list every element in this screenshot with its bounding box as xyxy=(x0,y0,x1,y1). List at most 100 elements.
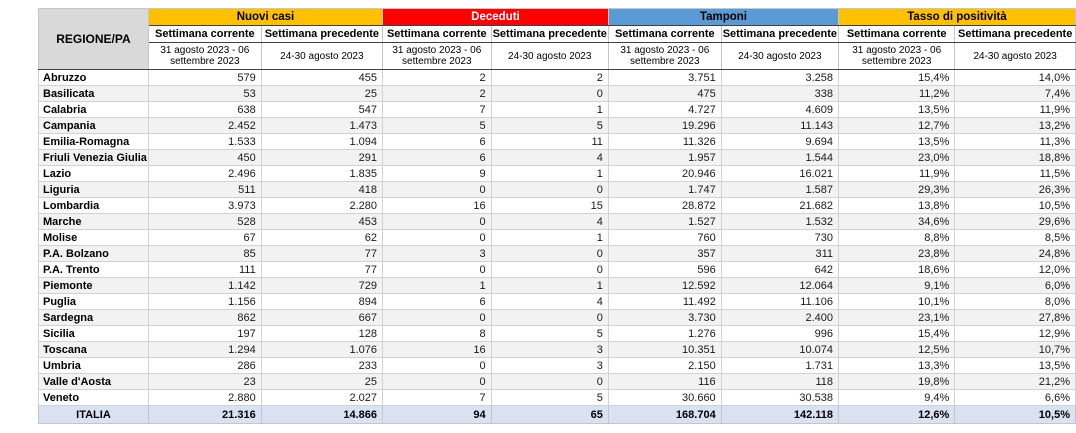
group-header-deceduti: Deceduti xyxy=(382,8,609,26)
group-header-tamponi: Tamponi xyxy=(607,8,840,26)
cell-value: 1 xyxy=(490,277,609,294)
cell-value: 453 xyxy=(260,213,384,230)
cell-value: 13,2% xyxy=(954,117,1076,134)
cell-value: 760 xyxy=(607,229,722,246)
table-row: Marche 528 453 0 4 1.527 1.532 34,6% 29,6% xyxy=(38,213,1076,230)
cell-value: 2.150 xyxy=(607,357,722,374)
cell-value: 667 xyxy=(260,309,384,326)
header-subcolumn-row: Settimana corrente Settimana precedente … xyxy=(39,25,1076,43)
table-body: Abruzzo 579 455 2 2 3.751 3.258 15,4% 14,0% Basil… xyxy=(38,69,1076,406)
cell-value: 67 xyxy=(147,229,262,246)
cell-value: 53 xyxy=(147,85,262,102)
total-cell: 14.866 xyxy=(260,405,384,424)
table-row: Liguria 511 418 0 0 1.747 1.587 29,3% 26,3% xyxy=(38,181,1076,198)
region-name: Molise xyxy=(38,229,149,246)
cell-value: 0 xyxy=(490,181,609,198)
cell-value: 1.156 xyxy=(147,293,262,310)
cell-value: 34,6% xyxy=(838,213,956,230)
cell-value: 21,2% xyxy=(954,373,1076,390)
table-row: Campania 2.452 1.473 5 5 19.296 11.143 12,7% 13,… xyxy=(38,117,1076,134)
cell-value: 0 xyxy=(382,213,492,230)
total-cell: 12,6% xyxy=(838,405,956,424)
region-name: Veneto xyxy=(38,389,149,406)
table-row: P.A. Bolzano 85 77 3 0 357 311 23,8% 24,8% xyxy=(38,245,1076,262)
cell-value: 2.452 xyxy=(147,117,262,134)
cell-value: 2 xyxy=(382,69,492,86)
covid-weekly-table-container: REGIONE/PA Nuovi casi Deceduti Tamponi T… xyxy=(38,8,1076,424)
table-row: Umbria 286 233 0 3 2.150 1.731 13,3% 13,5% xyxy=(38,357,1076,374)
cell-value: 77 xyxy=(260,245,384,262)
cell-value: 3.730 xyxy=(607,309,722,326)
cell-value: 0 xyxy=(490,373,609,390)
region-name: Liguria xyxy=(38,181,149,198)
cell-value: 338 xyxy=(720,85,840,102)
cell-value: 1.533 xyxy=(147,133,262,150)
cell-value: 197 xyxy=(147,325,262,342)
cell-value: 13,3% xyxy=(838,357,956,374)
table-row: Lombardia 3.973 2.280 16 15 28.872 21.682 13,8%… xyxy=(38,197,1076,214)
subcol-header-current: Settimana corrente xyxy=(147,25,262,43)
cell-value: 10.074 xyxy=(720,341,840,358)
cell-value: 528 xyxy=(147,213,262,230)
subcol-header-current: Settimana corrente xyxy=(607,25,722,43)
cell-value: 0 xyxy=(490,261,609,278)
cell-value: 29,3% xyxy=(838,181,956,198)
cell-value: 15,4% xyxy=(838,325,956,342)
cell-value: 1 xyxy=(490,101,609,118)
cell-value: 12,9% xyxy=(954,325,1076,342)
cell-value: 23 xyxy=(147,373,262,390)
date-range-current: 31 agosto 2023 - 06 settembre 2023 xyxy=(147,42,262,70)
date-range-previous: 24-30 agosto 2023 xyxy=(490,42,609,70)
cell-value: 1.587 xyxy=(720,181,840,198)
cell-value: 1.544 xyxy=(720,149,840,166)
cell-value: 4.609 xyxy=(720,101,840,118)
region-name: P.A. Trento xyxy=(38,261,149,278)
cell-value: 596 xyxy=(607,261,722,278)
cell-value: 286 xyxy=(147,357,262,374)
cell-value: 7,4% xyxy=(954,85,1076,102)
cell-value: 1.731 xyxy=(720,357,840,374)
cell-value: 23,8% xyxy=(838,245,956,262)
cell-value: 23,1% xyxy=(838,309,956,326)
cell-value: 7 xyxy=(382,389,492,406)
cell-value: 0 xyxy=(382,181,492,198)
region-name: Marche xyxy=(38,213,149,230)
cell-value: 1.473 xyxy=(260,117,384,134)
region-name: Sardegna xyxy=(38,309,149,326)
cell-value: 10.351 xyxy=(607,341,722,358)
region-name: Calabria xyxy=(38,101,149,118)
group-header-nuovi-casi: Nuovi casi xyxy=(147,8,384,26)
cell-value: 11,5% xyxy=(954,165,1076,182)
total-row-label: ITALIA xyxy=(38,405,149,424)
subcol-header-previous: Settimana precedente xyxy=(490,25,609,43)
cell-value: 6,6% xyxy=(954,389,1076,406)
table-row: Veneto 2.880 2.027 7 5 30.660 30.538 9,4% 6,6% xyxy=(38,389,1076,406)
date-range-current: 31 agosto 2023 - 06 settembre 2023 xyxy=(382,42,492,70)
cell-value: 23,0% xyxy=(838,149,956,166)
cell-value: 1.094 xyxy=(260,133,384,150)
cell-value: 2 xyxy=(490,69,609,86)
date-range-current: 31 agosto 2023 - 06 settembre 2023 xyxy=(607,42,722,70)
region-name: Emilia-Romagna xyxy=(38,133,149,150)
cell-value: 8,8% xyxy=(838,229,956,246)
cell-value: 450 xyxy=(147,149,262,166)
cell-value: 25 xyxy=(260,373,384,390)
cell-value: 0 xyxy=(490,309,609,326)
cell-value: 16 xyxy=(382,341,492,358)
cell-value: 19.296 xyxy=(607,117,722,134)
cell-value: 116 xyxy=(607,373,722,390)
table-row: Calabria 638 547 7 1 4.727 4.609 13,5% 11,9% xyxy=(38,101,1076,118)
subcol-header-previous: Settimana precedente xyxy=(260,25,384,43)
cell-value: 291 xyxy=(260,149,384,166)
cell-value: 5 xyxy=(382,117,492,134)
region-name: Lazio xyxy=(38,165,149,182)
cell-value: 6 xyxy=(382,133,492,150)
cell-value: 11.143 xyxy=(720,117,840,134)
cell-value: 21.682 xyxy=(720,197,840,214)
table-row: Puglia 1.156 894 6 4 11.492 11.106 10,1% 8,0% xyxy=(38,293,1076,310)
cell-value: 1.957 xyxy=(607,149,722,166)
cell-value: 13,5% xyxy=(838,101,956,118)
cell-value: 118 xyxy=(720,373,840,390)
cell-value: 11,9% xyxy=(838,165,956,182)
region-name: Valle d'Aosta xyxy=(38,373,149,390)
